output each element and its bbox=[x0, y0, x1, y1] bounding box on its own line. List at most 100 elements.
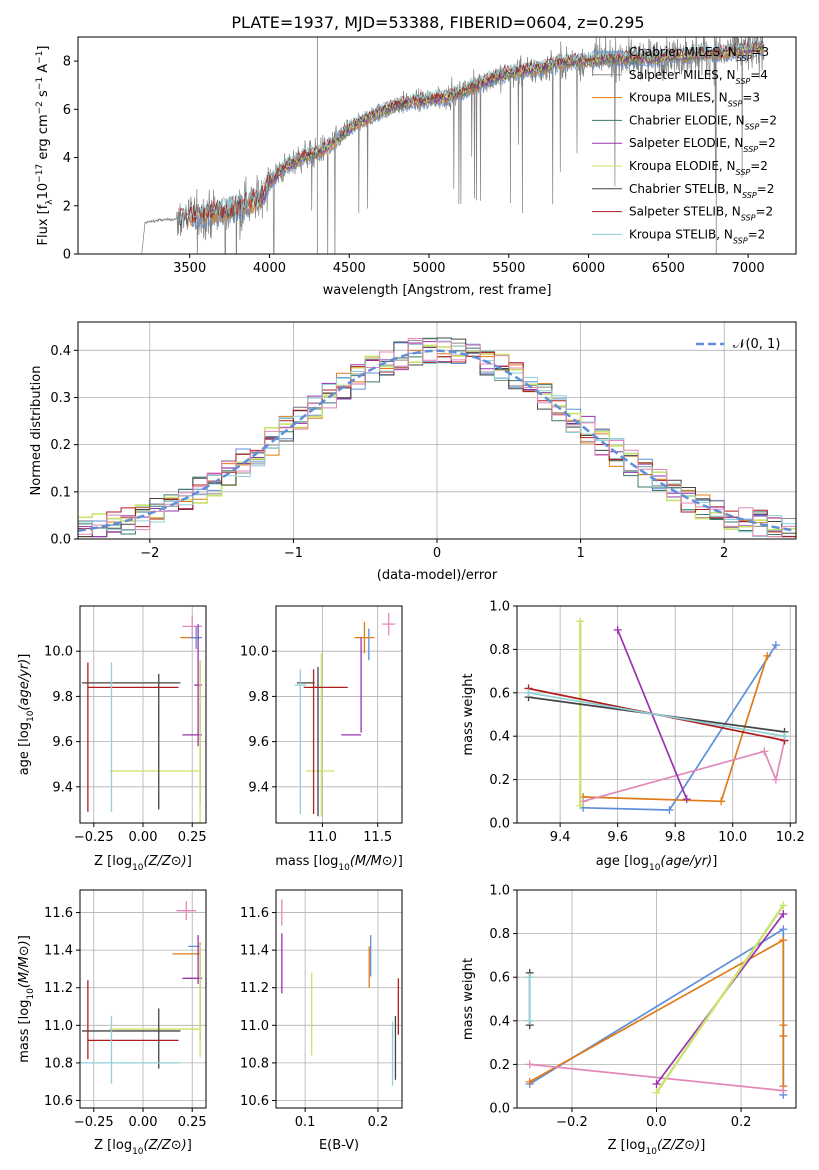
marker bbox=[525, 1077, 534, 1086]
x-axis-label: wavelength [Angstrom, rest frame] bbox=[323, 283, 552, 298]
y-tick-label: 11.6 bbox=[44, 906, 73, 921]
figure-title: PLATE=1937, MJD=53388, FIBERID=0604, z=0… bbox=[231, 13, 644, 32]
y-tick-label: 10.0 bbox=[240, 645, 269, 660]
legend-text: Salpeter ELODIE, N bbox=[629, 136, 743, 150]
y-axis-label-part: 10 bbox=[36, 183, 51, 200]
y-tick-label: 9.6 bbox=[52, 735, 73, 750]
marker bbox=[652, 1080, 661, 1089]
series-line bbox=[582, 740, 786, 803]
label-part: (Z/Z⊙) bbox=[144, 854, 187, 869]
legend-text: =4 bbox=[750, 68, 768, 82]
axes-frame bbox=[275, 889, 403, 1109]
axes-frame bbox=[275, 605, 403, 824]
legend-entry: 𝒩(0, 1) bbox=[733, 337, 780, 352]
y-axis-label-part: A bbox=[36, 64, 51, 77]
legend-text: =3 bbox=[742, 91, 760, 105]
marker bbox=[771, 775, 780, 784]
label-part: Z [log bbox=[94, 1138, 132, 1153]
y-tick-label: 10.6 bbox=[240, 1094, 269, 1109]
axes-frame bbox=[77, 36, 797, 255]
legend-subscript: SSP bbox=[728, 99, 743, 108]
label-part: ] bbox=[17, 935, 32, 940]
series-line bbox=[529, 1063, 784, 1092]
label-part: ] bbox=[712, 854, 717, 869]
x-tick-label: 4500 bbox=[333, 261, 366, 276]
weight-vs-age-panel: 9.4 9.6 9.8 10.0 10.2 0.0 0.2 0.4 0.6 0.8 1.0 age [… bbox=[461, 600, 805, 874]
legend-text: Kroupa ELODIE, N bbox=[629, 159, 736, 173]
y-tick-label: 10.6 bbox=[44, 1094, 73, 1109]
legend-entry: Chabrier ELODIE, NSSP=2 bbox=[629, 113, 777, 130]
y-axis-label-part: −17 bbox=[35, 164, 45, 183]
y-tick-label: 0 bbox=[63, 248, 71, 263]
x-tick-label: 0.00 bbox=[129, 830, 158, 845]
x-tick-label: 0.2 bbox=[731, 1115, 752, 1130]
label-subscript: 10 bbox=[132, 863, 144, 873]
x-tick-label: −0.2 bbox=[556, 1115, 588, 1130]
y-tick-label: 0.1 bbox=[50, 485, 71, 500]
label-part: (M/M⊙) bbox=[350, 854, 398, 869]
y-tick-label: 11.6 bbox=[240, 906, 269, 921]
y-axis-label-part: −1 bbox=[35, 77, 45, 90]
legend-text: Salpeter MILES, N bbox=[629, 68, 736, 82]
y-tick-label: 0.6 bbox=[489, 686, 510, 701]
legend-text: =3 bbox=[751, 45, 769, 59]
y-axis-label-part: ] bbox=[36, 46, 51, 51]
x-tick-label: −2 bbox=[140, 546, 159, 561]
legend-subscript: SSP bbox=[733, 236, 748, 245]
y-tick-label: 4 bbox=[63, 151, 71, 166]
x-tick-label: 10.2 bbox=[776, 830, 805, 845]
legend-entry: Chabrier MILES, NSSP=3 bbox=[629, 45, 769, 63]
y-tick-label: 0.2 bbox=[489, 773, 510, 788]
y-axis-label: age [log10(age/yr)] bbox=[17, 654, 36, 776]
x-tick-label: −1 bbox=[284, 546, 303, 561]
y-axis-label-part: λ bbox=[45, 199, 55, 205]
label-part: (Z/Z⊙) bbox=[657, 1138, 700, 1153]
x-axis-label: Z [log10(Z/Z⊙)] bbox=[94, 854, 192, 873]
marker bbox=[760, 747, 769, 756]
label-subscript: 10 bbox=[649, 863, 661, 873]
x-tick-label: 7000 bbox=[732, 261, 765, 276]
legend-entry: Salpeter MILES, NSSP=4 bbox=[629, 68, 768, 86]
x-tick-label: 6000 bbox=[572, 261, 605, 276]
y-tick-label: 6 bbox=[63, 103, 71, 118]
x-tick-label: 4000 bbox=[253, 261, 286, 276]
x-tick-label: 9.8 bbox=[665, 830, 686, 845]
series-line bbox=[655, 904, 785, 1094]
label-part: ] bbox=[17, 654, 32, 659]
x-tick-label: 5000 bbox=[412, 261, 445, 276]
y-axis-label: Flux [fλ10−17 erg cm−2 s−1 A−1] bbox=[35, 46, 55, 246]
label-part: ] bbox=[187, 1138, 192, 1153]
y-tick-label: 9.6 bbox=[248, 735, 269, 750]
x-tick-label: 11.0 bbox=[308, 830, 337, 845]
marker bbox=[652, 1088, 661, 1097]
y-tick-label: 0.4 bbox=[50, 344, 71, 359]
plot-area bbox=[80, 606, 206, 823]
series-line bbox=[528, 691, 785, 738]
y-tick-label: 11.4 bbox=[240, 944, 269, 959]
legend-entry: Salpeter ELODIE, NSSP=2 bbox=[629, 136, 776, 154]
x-tick-label: −0.25 bbox=[74, 830, 114, 845]
x-axis-label: (data-model)/error bbox=[377, 568, 498, 583]
x-tick-label: −0.25 bbox=[74, 1115, 114, 1130]
residuals-panel: −2 −1 0 1 2 0.0 0.1 0.2 0.3 0.4 (data-model)/error… bbox=[29, 321, 797, 583]
y-axis-label: mass weight bbox=[461, 958, 476, 1040]
y-tick-label: 9.8 bbox=[248, 690, 269, 705]
y-tick-label: 10.0 bbox=[44, 645, 73, 660]
legend-text: =2 bbox=[748, 227, 766, 241]
marker bbox=[763, 651, 772, 660]
legend-subscript: SSP bbox=[736, 76, 751, 85]
mass-vs-ebv-panel: 0.1 0.2 10.6 10.8 11.0 11.2 11.4 11.6 E(B-V) bbox=[240, 889, 403, 1153]
x-tick-label: 5500 bbox=[492, 261, 525, 276]
legend-entry: Kroupa MILES, NSSP=3 bbox=[629, 91, 760, 109]
marker bbox=[779, 909, 788, 918]
label-part: Z [log bbox=[94, 854, 132, 869]
y-tick-label: 0.8 bbox=[489, 643, 510, 658]
label-part: (Z/Z⊙) bbox=[144, 1138, 187, 1153]
legend-subscript: SSP bbox=[736, 168, 751, 177]
label-part: (age/yr) bbox=[660, 854, 712, 869]
label-subscript: 10 bbox=[26, 988, 36, 1000]
x-axis-label: Z [log10(Z/Z⊙)] bbox=[94, 1138, 192, 1157]
legend-text: Kroupa STELIB, N bbox=[629, 227, 733, 241]
mass-vs-metallicity-panel: −0.25 0.00 0.25 10.6 10.8 11.0 11.2 11.4 11.6 Z [… bbox=[17, 889, 207, 1157]
